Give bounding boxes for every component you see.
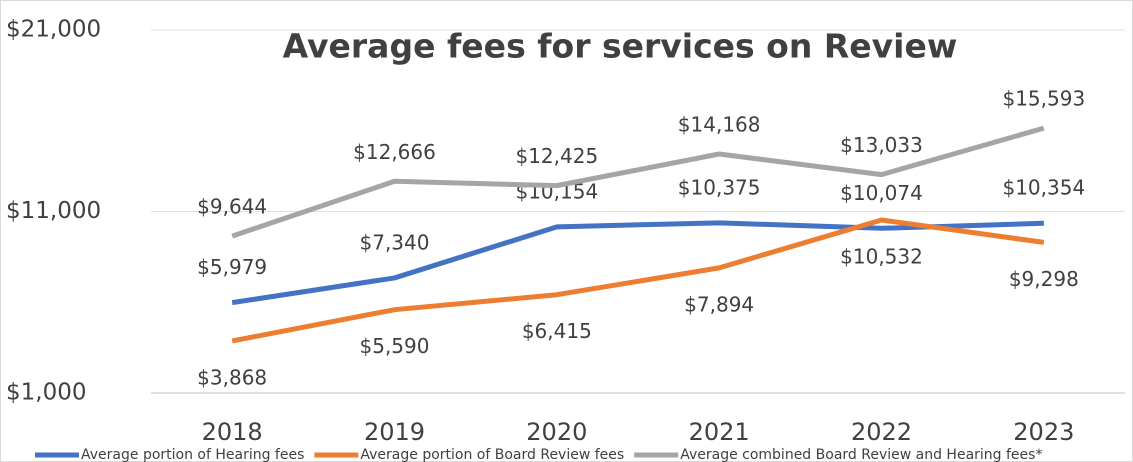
series-line — [231, 217, 1045, 344]
data-label: $7,340 — [360, 230, 430, 254]
data-label: $12,425 — [515, 144, 598, 168]
x-tick-label: 2019 — [364, 418, 425, 446]
chart-title: Average fees for services on Review — [283, 27, 958, 66]
data-label: $15,593 — [1002, 87, 1085, 111]
series-line — [231, 220, 1044, 306]
y-tick-label: $21,000 — [6, 17, 101, 43]
y-tick-label: $11,000 — [6, 198, 101, 224]
data-label: $7,894 — [684, 292, 754, 316]
data-label: $14,168 — [678, 113, 761, 137]
data-label: $5,979 — [197, 255, 267, 279]
data-label: $3,868 — [197, 365, 267, 389]
data-label: $6,415 — [522, 319, 592, 343]
data-label: $10,375 — [678, 175, 761, 199]
data-label: $10,532 — [840, 244, 923, 268]
x-tick-label: 2020 — [526, 418, 587, 446]
data-label: $10,074 — [840, 181, 923, 205]
legend-label: Average combined Board Review and Hearin… — [680, 447, 1042, 462]
data-label: $9,644 — [197, 195, 267, 219]
series-line — [231, 125, 1045, 239]
data-label: $9,298 — [1009, 267, 1079, 291]
x-tick-label: 2021 — [689, 418, 750, 446]
data-label: $5,590 — [360, 334, 430, 358]
legend-label: Average portion of Hearing fees — [81, 447, 304, 462]
x-tick-label: 2023 — [1013, 418, 1074, 446]
x-tick-label: 2018 — [202, 418, 263, 446]
legend-label: Average portion of Board Review fees — [360, 447, 624, 462]
data-label: $12,666 — [353, 140, 436, 164]
x-tick-label: 2022 — [851, 418, 912, 446]
y-tick-label: $1,000 — [6, 380, 86, 406]
data-label: $10,354 — [1002, 176, 1085, 200]
data-label: $13,033 — [840, 133, 923, 157]
